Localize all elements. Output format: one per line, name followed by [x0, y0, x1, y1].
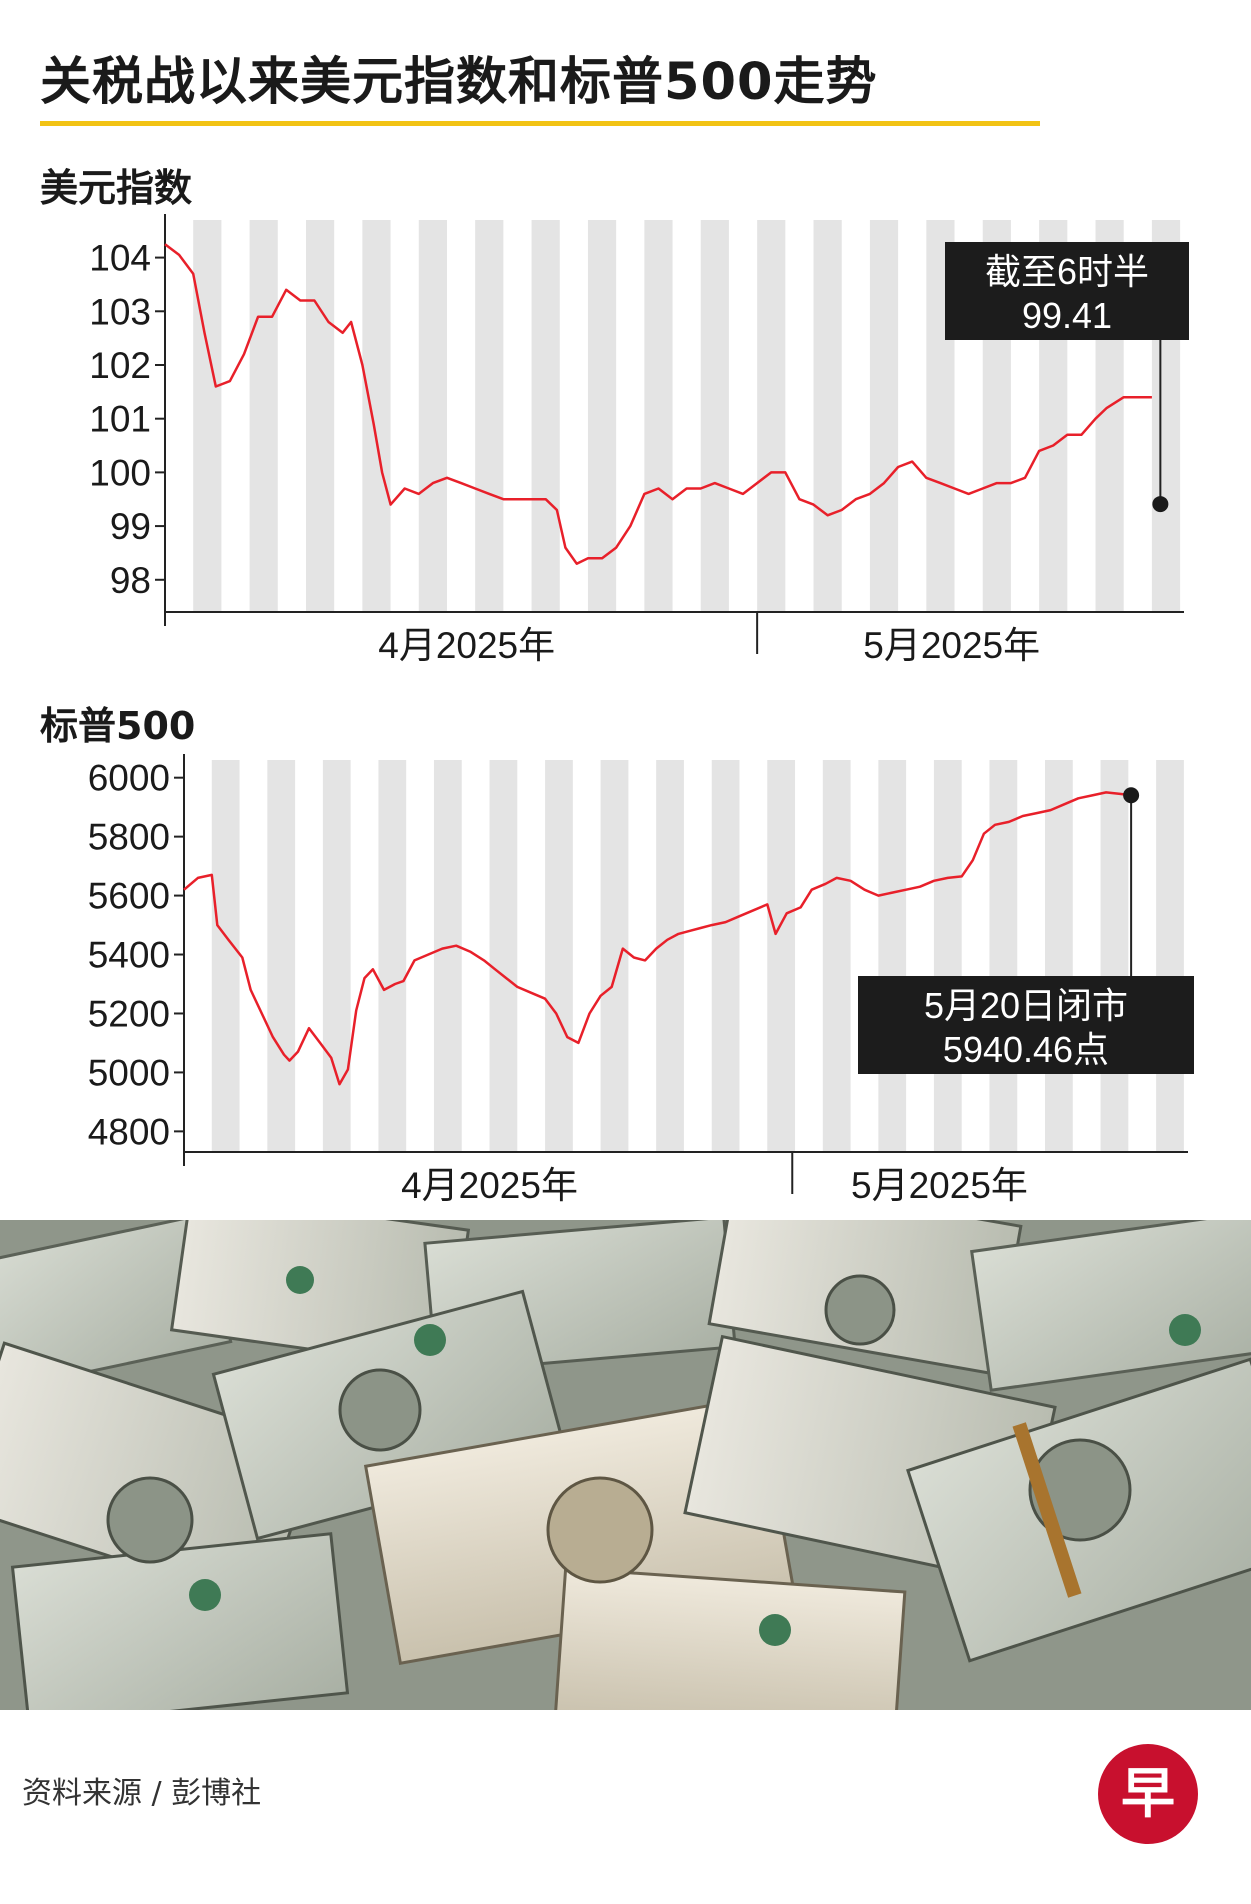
spx-stripe: [600, 760, 629, 1152]
dxy-callout-value: 99.41: [1022, 295, 1112, 336]
dxy-y-tick-label: 98: [110, 560, 151, 601]
dxy-month-label: 5月2025年: [863, 625, 1040, 666]
spx-stripe: [378, 760, 407, 1152]
spx-chart-title: 标普500: [40, 704, 196, 748]
dxy-x-axis: 4月2025年 5月2025年: [378, 612, 1040, 666]
svg-text:早: 早: [1121, 1762, 1175, 1825]
dxy-stripe: [249, 220, 278, 612]
dxy-stripe: [869, 220, 899, 612]
spx-stripe: [1045, 760, 1073, 1152]
spx-stripe: [878, 760, 907, 1152]
dxy-stripe: [418, 220, 447, 612]
spx-y-tick-label: 5400: [88, 935, 170, 976]
dxy-stripe: [531, 220, 560, 612]
spx-callout-label: 5月20日闭市: [924, 985, 1128, 1026]
page-title: 关税战以来美元指数和标普500走势: [40, 53, 878, 112]
spx-stripe: [822, 760, 851, 1152]
spx-stripe: [656, 760, 684, 1152]
spx-y-tick-label: 5200: [88, 993, 170, 1034]
spx-month-label: 5月2025年: [851, 1165, 1028, 1206]
dxy-y-tick-label: 104: [89, 238, 151, 279]
dxy-stripe: [362, 220, 391, 612]
dxy-month-label: 4月2025年: [378, 625, 555, 666]
dxy-stripes: [193, 220, 1181, 612]
dxy-y-tick-label: 100: [89, 452, 151, 493]
spx-y-tick-label: 5800: [88, 817, 170, 858]
spx-x-axis: 4月2025年 5月2025年: [401, 1152, 1028, 1206]
dollar-bills-photo: [0, 1220, 1251, 1710]
spx-stripe: [267, 760, 296, 1152]
dxy-y-tick-label: 101: [89, 399, 151, 440]
spx-stripe: [1100, 760, 1129, 1152]
dxy-stripe: [757, 220, 786, 612]
dxy-stripe: [587, 220, 617, 612]
dxy-stripe: [700, 220, 729, 612]
spx-y-axis: 4800 5000 5200 5400 5600 5800 6000: [88, 754, 1188, 1166]
dxy-callout-box: [945, 242, 1189, 340]
spx-y-tick-label: 5600: [88, 876, 170, 917]
spx-end-point: [1123, 787, 1140, 804]
zaobao-logo: 早: [1098, 1744, 1198, 1844]
spx-stripe: [933, 760, 962, 1152]
dxy-stripe: [305, 220, 335, 612]
dxy-series-line: [164, 243, 1152, 565]
dxy-stripe: [644, 220, 673, 612]
spx-y-tick-label: 6000: [88, 758, 170, 799]
spx-stripe: [433, 760, 462, 1152]
spx-callout-value: 5940.46点: [943, 1029, 1109, 1070]
spx-stripes: [211, 760, 1184, 1152]
spx-stripe: [489, 760, 518, 1152]
spx-stripe: [711, 760, 740, 1152]
spx-series-line: [183, 791, 1132, 1086]
spx-callout-box: [858, 976, 1194, 1074]
spx-chart: 4800 5000 5200 5400 5600 5800 6000 4月2025年 5月20…: [88, 754, 1194, 1206]
spx-y-tick-label: 5000: [88, 1052, 170, 1093]
spx-y-tick-label: 4800: [88, 1111, 170, 1152]
spx-stripe: [545, 760, 573, 1152]
spx-stripe: [767, 760, 796, 1152]
spx-month-label: 4月2025年: [401, 1165, 578, 1206]
title-underline: [40, 121, 1040, 126]
dxy-y-tick-label: 102: [89, 345, 151, 386]
dxy-chart: 98 99 100 101 102 103 104 4月2025年 5月2025年 截至6时半…: [89, 214, 1189, 666]
dxy-callout-label: 截至6时半: [985, 251, 1149, 292]
spx-stripe: [211, 760, 240, 1152]
spx-stripe: [1156, 760, 1184, 1152]
source-note: 资料来源 / 彭博社: [22, 1776, 262, 1811]
dxy-stripe: [813, 220, 842, 612]
dxy-y-tick-label: 99: [110, 506, 151, 547]
dxy-end-point: [1152, 496, 1169, 513]
dxy-chart-title: 美元指数: [40, 166, 193, 210]
dxy-y-axis: 98 99 100 101 102 103 104: [89, 214, 1184, 626]
spx-stripe: [322, 760, 351, 1152]
dxy-y-tick-label: 103: [89, 291, 151, 332]
dxy-stripe: [193, 220, 222, 612]
dxy-stripe: [475, 220, 504, 612]
